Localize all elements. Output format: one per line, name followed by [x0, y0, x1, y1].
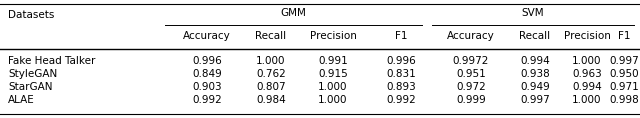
Text: 0.992: 0.992	[386, 95, 416, 105]
Text: 0.996: 0.996	[192, 56, 222, 66]
Text: 0.998: 0.998	[609, 95, 639, 105]
Text: 0.999: 0.999	[456, 95, 486, 105]
Text: GMM: GMM	[280, 8, 307, 18]
Text: 0.992: 0.992	[192, 95, 222, 105]
Text: StarGAN: StarGAN	[8, 82, 52, 92]
Text: 0.984: 0.984	[256, 95, 286, 105]
Text: SVM: SVM	[522, 8, 544, 18]
Text: 1.000: 1.000	[318, 82, 348, 92]
Text: 0.949: 0.949	[520, 82, 550, 92]
Text: 0.951: 0.951	[456, 69, 486, 79]
Text: 0.831: 0.831	[386, 69, 416, 79]
Text: 0.994: 0.994	[572, 82, 602, 92]
Text: Precision: Precision	[564, 31, 611, 41]
Text: 0.9972: 0.9972	[453, 56, 489, 66]
Text: Accuracy: Accuracy	[447, 31, 495, 41]
Text: 0.997: 0.997	[520, 95, 550, 105]
Text: 0.938: 0.938	[520, 69, 550, 79]
Text: F1: F1	[395, 31, 407, 41]
Text: 0.971: 0.971	[609, 82, 639, 92]
Text: 1.000: 1.000	[256, 56, 285, 66]
Text: 0.915: 0.915	[318, 69, 348, 79]
Text: Recall: Recall	[255, 31, 287, 41]
Text: ALAE: ALAE	[8, 95, 35, 105]
Text: 0.997: 0.997	[609, 56, 639, 66]
Text: 1.000: 1.000	[318, 95, 348, 105]
Text: Accuracy: Accuracy	[183, 31, 231, 41]
Text: 0.807: 0.807	[256, 82, 286, 92]
Text: 0.991: 0.991	[318, 56, 348, 66]
Text: 0.996: 0.996	[386, 56, 416, 66]
Text: Datasets: Datasets	[8, 10, 54, 19]
Text: Recall: Recall	[520, 31, 550, 41]
Text: F1: F1	[618, 31, 630, 41]
Text: 0.762: 0.762	[256, 69, 286, 79]
Text: Fake Head Talker: Fake Head Talker	[8, 56, 95, 66]
Text: 0.849: 0.849	[192, 69, 222, 79]
Text: 0.972: 0.972	[456, 82, 486, 92]
Text: StyleGAN: StyleGAN	[8, 69, 57, 79]
Text: 1.000: 1.000	[572, 95, 602, 105]
Text: 0.903: 0.903	[192, 82, 222, 92]
Text: 0.994: 0.994	[520, 56, 550, 66]
Text: 1.000: 1.000	[572, 56, 602, 66]
Text: 0.963: 0.963	[572, 69, 602, 79]
Text: Precision: Precision	[310, 31, 356, 41]
Text: 0.950: 0.950	[609, 69, 639, 79]
Text: 0.893: 0.893	[386, 82, 416, 92]
